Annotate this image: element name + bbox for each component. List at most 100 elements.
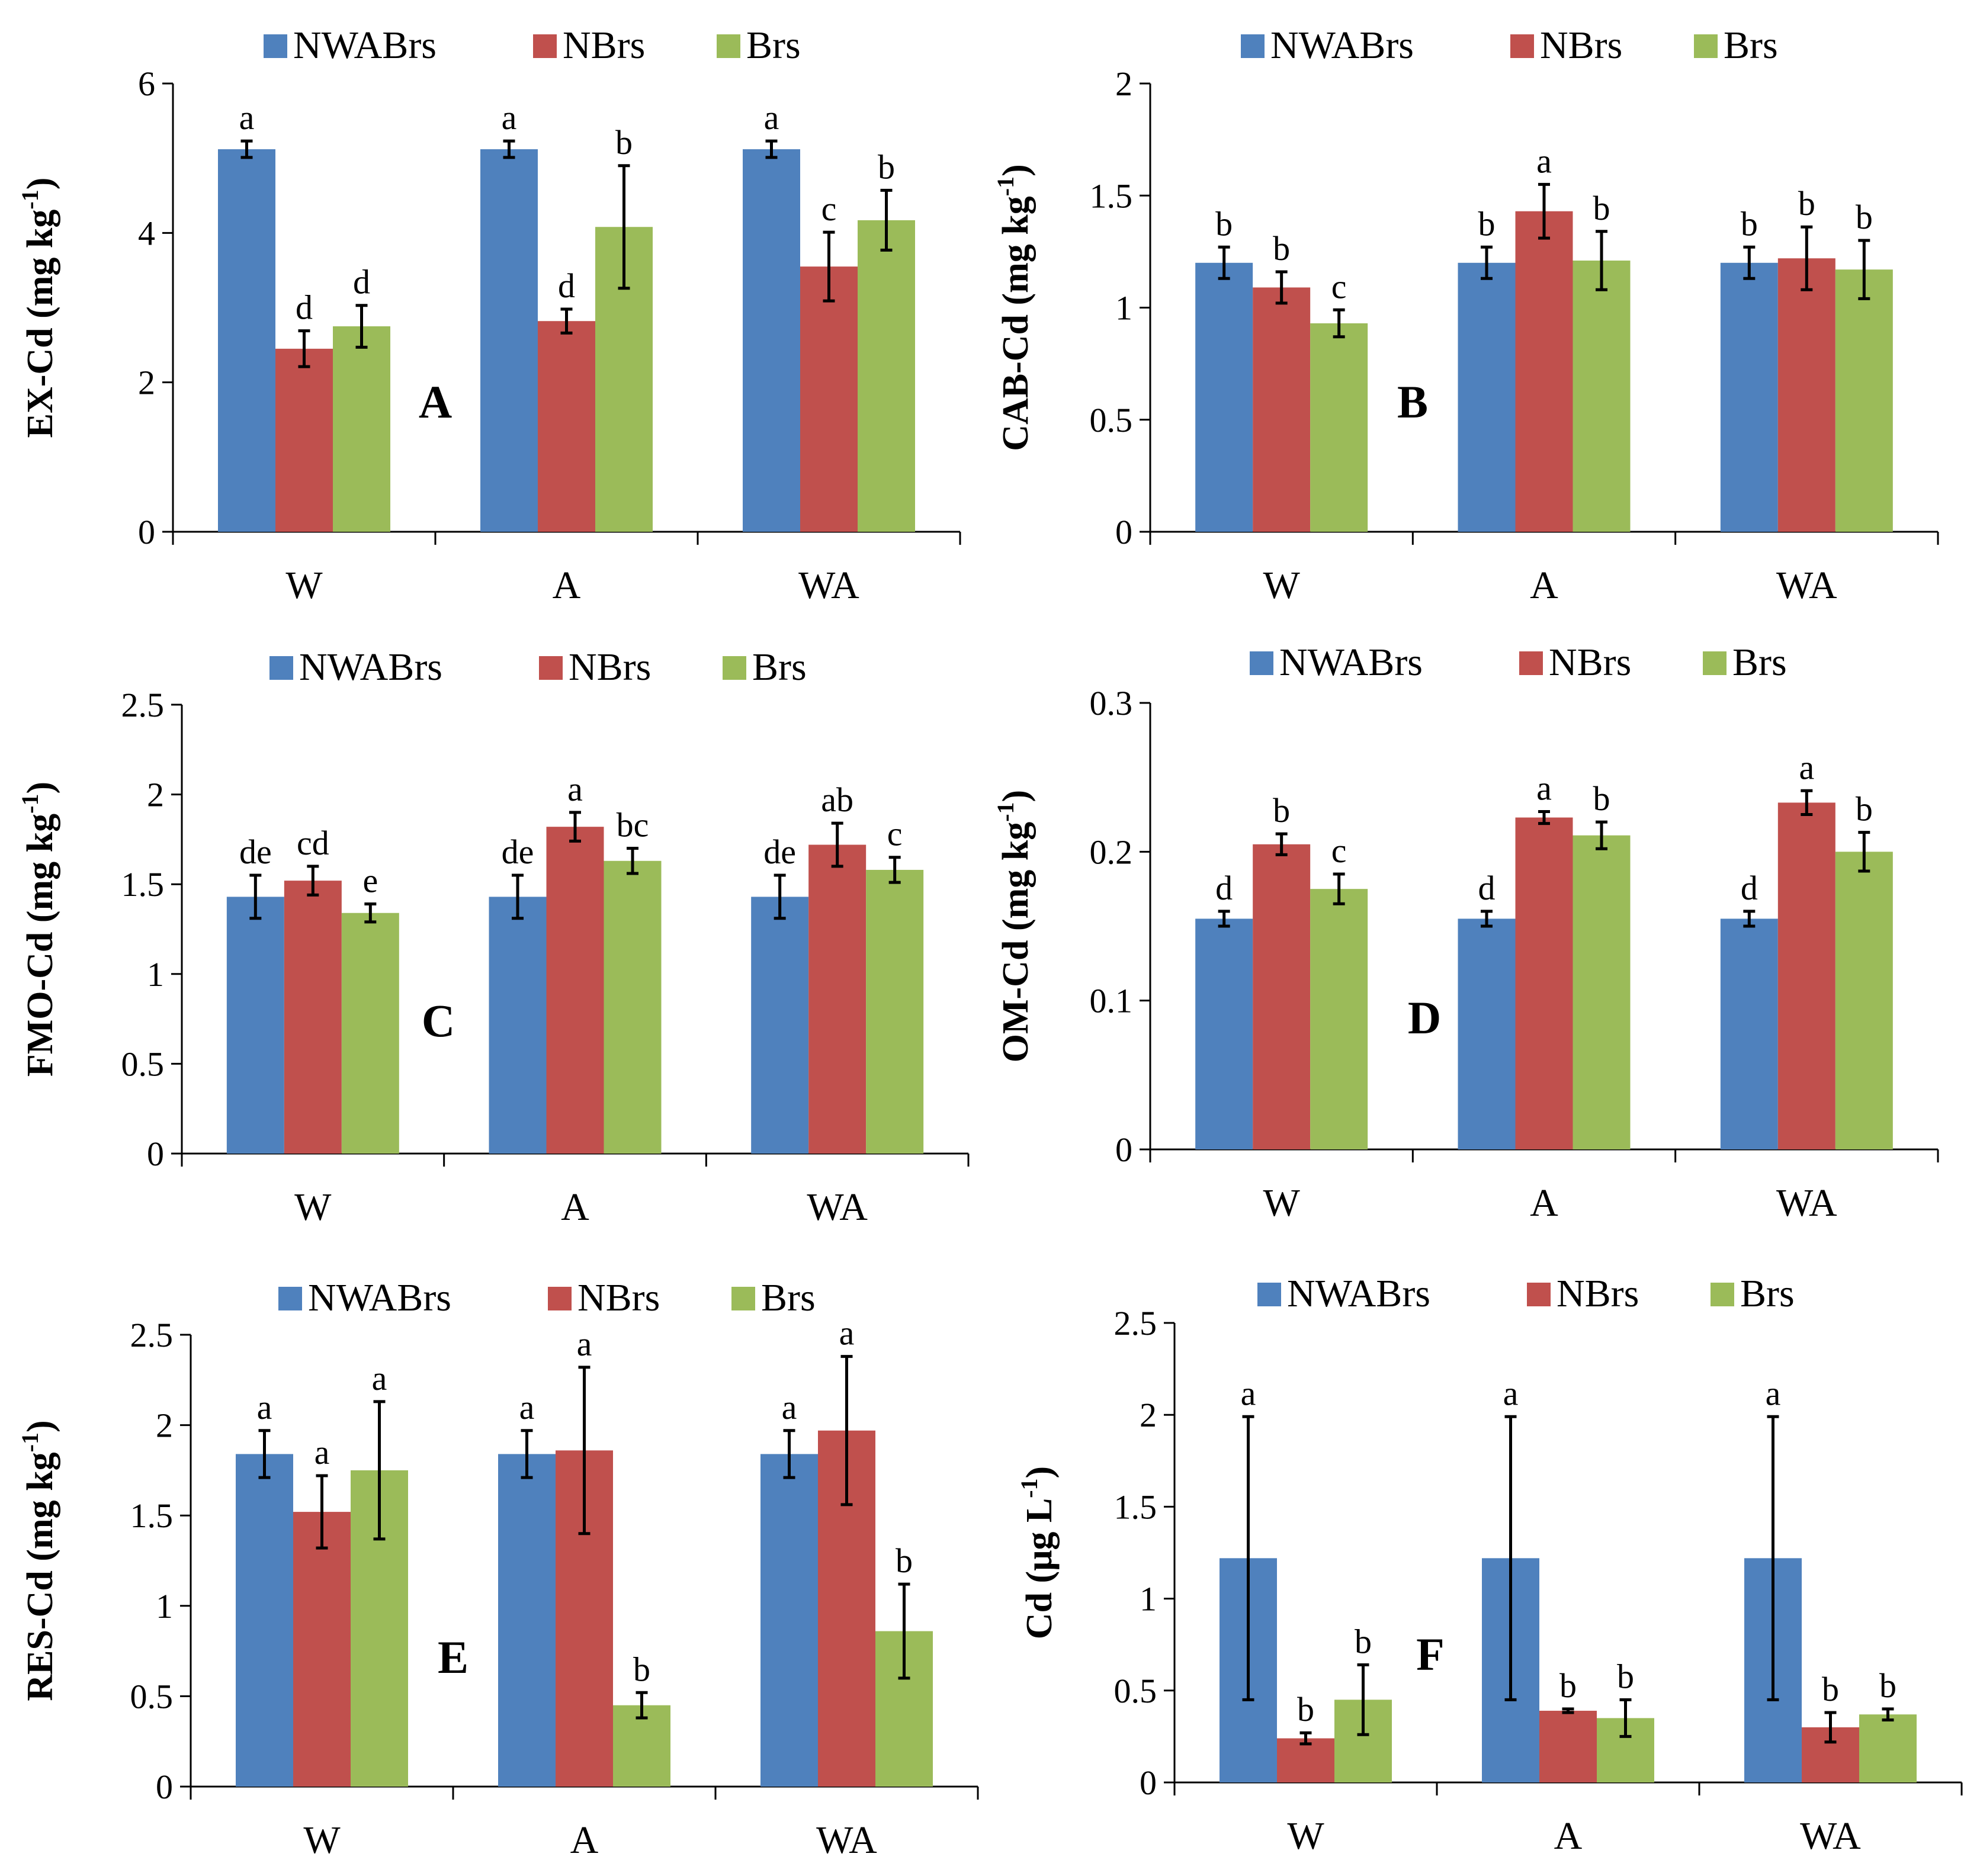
y-tick-label: 0 <box>138 513 155 551</box>
y-axis-label-sup: -1 <box>17 189 43 209</box>
bar <box>1253 287 1311 532</box>
y-tick-label: 1 <box>1140 1580 1157 1618</box>
significance-letter: d <box>296 288 313 327</box>
panel-letter: B <box>1397 376 1428 428</box>
significance-letter: b <box>1355 1622 1372 1660</box>
significance-letter: b <box>633 1650 650 1688</box>
y-axis-label-main: RES-Cd (mg kg <box>20 1452 60 1701</box>
y-axis-label-main: EX-Cd (mg kg <box>20 210 60 438</box>
x-tick-label: W <box>303 1819 341 1862</box>
y-axis-label-main: OM-Cd (mg kg <box>996 822 1036 1062</box>
legend-label: NBrs <box>1557 1272 1639 1315</box>
bar <box>1253 844 1311 1149</box>
significance-letter: a <box>1766 1374 1781 1412</box>
significance-letter: ab <box>821 780 853 819</box>
bar <box>1573 261 1631 532</box>
significance-letter: a <box>372 1359 387 1398</box>
significance-letter: b <box>1559 1666 1577 1705</box>
significance-letter: b <box>1741 204 1758 243</box>
bar <box>1573 835 1631 1149</box>
significance-letter: b <box>1856 790 1873 828</box>
y-tick-label: 2.5 <box>130 1316 174 1354</box>
y-tick-label: 0.5 <box>1114 1672 1157 1710</box>
y-tick-label: 1 <box>156 1587 173 1626</box>
bar <box>1195 262 1253 532</box>
y-tick-label: 0 <box>147 1135 164 1173</box>
y-axis-label: FMO-Cd (mg kg-1) <box>17 782 60 1077</box>
bar <box>1777 258 1835 532</box>
significance-letter: b <box>1593 189 1610 227</box>
legend-label: Brs <box>1740 1272 1795 1315</box>
significance-letter: a <box>239 98 255 137</box>
significance-letter: b <box>896 1541 913 1580</box>
panel-letter: A <box>419 376 452 428</box>
bar <box>293 1512 351 1787</box>
legend-swatch <box>1703 651 1727 675</box>
significance-letter: b <box>1273 229 1290 268</box>
x-tick-label: W <box>1263 564 1301 607</box>
bar <box>284 881 342 1154</box>
legend-swatch <box>1711 1283 1734 1306</box>
y-axis-label-end: ) <box>996 164 1036 176</box>
bar <box>1835 852 1893 1149</box>
y-tick-label: 0.1 <box>1090 982 1133 1020</box>
significance-letter: b <box>1593 779 1610 818</box>
y-tick-label: 0.5 <box>130 1677 174 1716</box>
y-axis-label-end: ) <box>20 1420 60 1432</box>
legend-swatch <box>264 34 287 58</box>
significance-letter: d <box>1478 869 1496 907</box>
y-tick-label: 2 <box>1115 65 1132 103</box>
y-tick-label: 1 <box>147 955 164 994</box>
y-tick-label: 0.5 <box>121 1045 165 1083</box>
bar <box>218 149 275 532</box>
y-axis-label-sup: -1 <box>1016 1478 1042 1498</box>
legend-swatch <box>269 656 293 680</box>
legend-swatch <box>548 1287 572 1310</box>
significance-letter: e <box>362 862 378 900</box>
significance-letter: d <box>1215 869 1233 907</box>
panel-letter: E <box>438 1631 468 1683</box>
legend-label: NWABrs <box>293 24 437 67</box>
bar <box>1859 1714 1917 1782</box>
significance-letter: a <box>1241 1374 1256 1412</box>
bar <box>226 897 284 1154</box>
y-axis-label-sup: -1 <box>17 794 43 814</box>
legend-swatch <box>1510 34 1534 58</box>
bar <box>1310 889 1368 1149</box>
y-tick-label: 2.5 <box>121 686 165 724</box>
y-tick-label: 0.5 <box>1090 401 1133 439</box>
x-tick-label: A <box>561 1186 589 1229</box>
significance-letter: a <box>257 1388 272 1427</box>
y-tick-label: 1 <box>1115 289 1132 327</box>
legend-label: NWABrs <box>308 1276 451 1319</box>
significance-letter: b <box>1215 204 1233 243</box>
significance-letter: a <box>1536 769 1552 807</box>
y-axis-label: OM-Cd (mg kg-1) <box>992 790 1036 1062</box>
bar <box>333 326 390 532</box>
legend-label: NWABrs <box>1279 641 1423 684</box>
x-tick-label: WA <box>807 1186 868 1229</box>
significance-letter: b <box>615 123 633 162</box>
y-tick-label: 0.3 <box>1090 684 1133 722</box>
legend-swatch <box>723 656 746 680</box>
y-axis-label-end: ) <box>996 790 1036 802</box>
bar <box>1720 262 1778 532</box>
y-tick-label: 4 <box>138 214 155 252</box>
bar <box>1835 269 1893 532</box>
significance-letter: a <box>1799 748 1814 786</box>
bar <box>808 844 867 1154</box>
y-tick-label: 0.2 <box>1090 833 1133 871</box>
legend-label: Brs <box>752 645 807 689</box>
bar <box>1195 918 1253 1149</box>
x-tick-label: W <box>285 564 323 607</box>
y-tick-label: 1.5 <box>130 1496 174 1535</box>
bar <box>1310 323 1368 532</box>
x-tick-label: W <box>1287 1814 1324 1858</box>
y-tick-label: 0 <box>1115 1130 1132 1169</box>
x-tick-label: A <box>1530 564 1558 607</box>
y-axis-label-main: Cd (μg L <box>1019 1498 1060 1639</box>
x-tick-label: W <box>294 1186 332 1229</box>
x-tick-label: A <box>553 564 581 607</box>
significance-letter: d <box>558 266 575 305</box>
